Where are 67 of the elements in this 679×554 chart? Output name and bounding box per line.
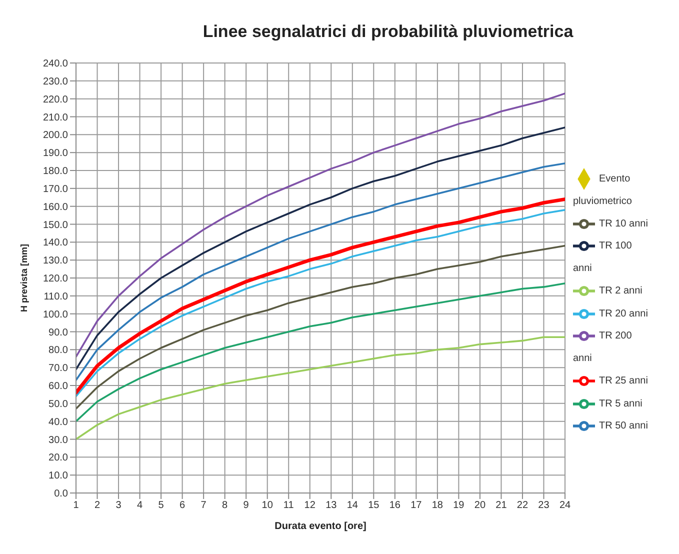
x-tick-label: 7	[200, 500, 207, 512]
y-tick-label: 130.0	[42, 256, 68, 267]
x-tick-label: 6	[180, 500, 186, 512]
y-tick-label: 90.0	[48, 327, 68, 338]
x-tick-label: 2	[94, 500, 100, 512]
y-tick-label: 190.0	[42, 148, 68, 160]
x-tick-label: 3	[116, 500, 122, 512]
line-series	[76, 336, 565, 440]
y-tick-label: 20.0	[48, 452, 68, 464]
text: TR 100 anni	[573, 241, 632, 274]
chart-title: Linee segnalatrici di probabilità pluviometrica	[202, 22, 574, 42]
y-tick-label: 160.0	[42, 202, 68, 213]
x-tick-label: 17	[410, 500, 422, 512]
legend-label: TR 10 anni	[599, 218, 648, 230]
x-tick-label: 10	[262, 500, 274, 512]
y-tick-label: 210.0	[42, 112, 68, 124]
y-tick-label: 120.0	[42, 274, 68, 285]
y-tick-label: 40.0	[48, 416, 68, 428]
x-tick-label: 4	[137, 500, 143, 512]
y-tick-label: 200.0	[42, 130, 68, 142]
y-tick-label: 170.0	[42, 184, 68, 195]
y-tick-label: 70.0	[48, 363, 68, 374]
x-tick-label: 13	[326, 500, 338, 512]
x-tick-label: 8	[222, 500, 228, 512]
y-tick-label: 10.0	[48, 470, 68, 482]
x-tick-label: 16	[389, 500, 401, 512]
x-tick-label: 12	[304, 500, 316, 512]
text: TR 200 anni	[573, 330, 632, 364]
legend-label: TR 20 anni	[599, 308, 648, 320]
legend-label: Evento pluviometrico	[573, 174, 632, 207]
x-tick-label: 9	[243, 500, 250, 512]
line-series	[76, 244, 565, 410]
x-tick-label: 11	[283, 500, 294, 512]
line-series	[76, 126, 565, 370]
y-tick-label: 80.0	[48, 345, 68, 356]
x-tick-label: 22	[516, 500, 528, 512]
x-tick-label: 15	[368, 500, 380, 512]
y-tick-label: 150.0	[42, 220, 68, 231]
y-tick-label: 110.0	[44, 291, 68, 302]
x-tick-label: 18	[432, 500, 444, 512]
legend-label: TR 5 anni	[599, 398, 642, 410]
y-tick-label: 30.0	[48, 434, 68, 446]
y-tick-label: 140.0	[42, 238, 68, 249]
x-tick-label: 24	[559, 500, 571, 512]
x-axis-title: Durata evento [ore]	[274, 521, 366, 532]
y-tick-label: 180.0	[42, 166, 68, 178]
x-tick-label: 19	[453, 500, 465, 512]
y-tick-label: 50.0	[48, 398, 68, 410]
y-axis-title: H prevista [mm]	[19, 244, 30, 312]
x-tick-label: 5	[158, 500, 164, 512]
y-tick-label: 100.0	[42, 309, 68, 320]
y-tick-label: 220.0	[42, 94, 68, 106]
y-tick-label: 240.0	[42, 58, 68, 70]
line-series	[76, 162, 565, 382]
legend-label: TR 50 anni	[599, 420, 648, 432]
line-series	[76, 92, 565, 358]
y-tick-label: 60.0	[48, 381, 68, 392]
x-tick-label: 23	[538, 500, 550, 512]
line-series	[76, 282, 565, 422]
legend-label: TR 25 anni	[599, 376, 648, 387]
legend-label: TR 2 anni	[599, 286, 642, 297]
x-tick-label: 14	[346, 500, 358, 512]
y-tick-label: 0.0	[54, 488, 68, 500]
x-tick-label: 20	[474, 500, 486, 512]
x-tick-label: 1	[73, 500, 80, 512]
y-tick-label: 230.0	[42, 76, 68, 88]
x-tick-label: 21	[496, 500, 508, 512]
